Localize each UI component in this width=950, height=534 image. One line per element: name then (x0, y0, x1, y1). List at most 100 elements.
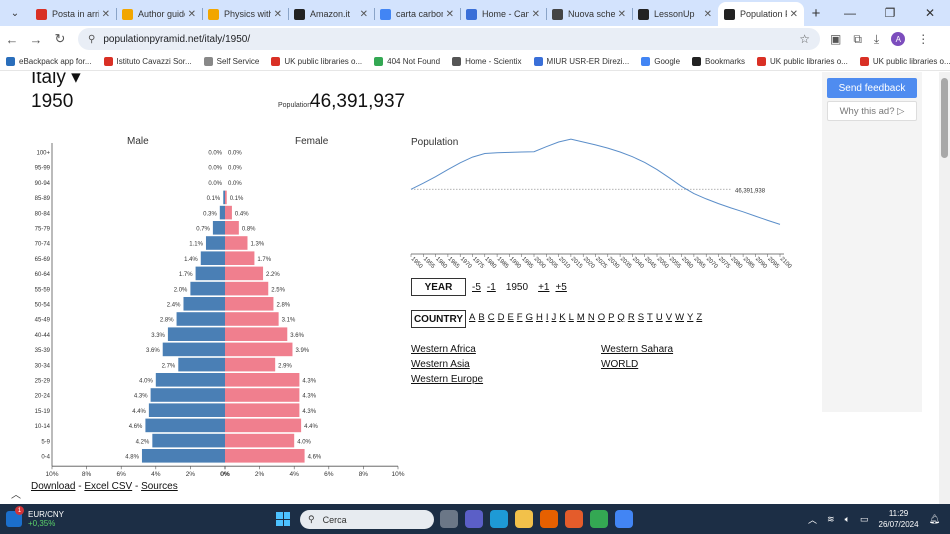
send-feedback-button[interactable]: Send feedback (827, 78, 917, 98)
browser-tab[interactable]: Physics with ✕ (202, 2, 288, 26)
country-letter-link[interactable]: L (568, 312, 574, 323)
country-letter-link[interactable]: A (469, 312, 476, 323)
reload-icon[interactable]: ↻ (54, 31, 66, 46)
country-title[interactable]: Italy ▾ (31, 72, 81, 88)
bookmark-item[interactable]: Home - Scientix (446, 57, 527, 66)
forward-icon[interactable]: → (29, 31, 43, 47)
taskbar-search[interactable]: ⚲ Cerca (300, 510, 434, 529)
sources-link[interactable]: Sources (141, 481, 178, 492)
ticker-widget[interactable]: EUR/CNY +0,35% (6, 506, 126, 528)
close-window-icon[interactable]: ✕ (924, 6, 936, 20)
country-letter-link[interactable]: K (559, 312, 566, 323)
country-letter-link[interactable]: U (655, 312, 663, 323)
region-link[interactable]: Western Asia (411, 359, 470, 370)
tab-close-icon[interactable]: ✕ (187, 8, 196, 20)
bookmark-item[interactable]: UK public libraries o... (751, 57, 854, 66)
bookmark-item[interactable]: Bookmarks (686, 57, 751, 66)
tab-close-icon[interactable]: ✕ (273, 8, 282, 20)
download-icon[interactable]: ⤓ (873, 31, 880, 46)
puzzle-icon[interactable]: ⧉ (853, 31, 862, 46)
browser-tab[interactable]: Posta in arrivo✕ (30, 2, 116, 26)
chrome-icon[interactable] (590, 510, 608, 528)
bookmark-item[interactable]: eBackpack app for... (0, 57, 98, 66)
year-plus-5-link[interactable]: +5 (555, 282, 567, 293)
browser-tab[interactable]: LessonUp ✕ (632, 2, 718, 26)
bookmark-item[interactable]: 404 Not Found (368, 57, 446, 66)
country-letter-link[interactable]: P (608, 312, 615, 323)
restore-icon[interactable]: ❐ (884, 6, 896, 20)
country-letter-link[interactable]: S (637, 312, 645, 323)
year-minus-5-link[interactable]: -5 (472, 282, 481, 293)
country-letter-link[interactable]: Y (687, 312, 694, 323)
download-link[interactable]: Download (31, 481, 76, 492)
new-tab-button[interactable]: + (811, 5, 821, 22)
country-letter-link[interactable]: B (478, 312, 485, 323)
scroll-up-icon[interactable]: ︿ (4, 486, 28, 504)
wifi-icon[interactable]: ≋ (827, 513, 835, 524)
country-letter-link[interactable]: T (647, 312, 653, 323)
region-link[interactable]: WORLD (601, 359, 639, 370)
bookmark-item[interactable]: Google (635, 57, 686, 66)
bookmark-item[interactable]: UK public libraries o... (265, 57, 368, 66)
country-letter-link[interactable]: E (507, 312, 514, 323)
browser-tab[interactable]: Amazon.it ✕ (288, 2, 374, 26)
tab-close-icon[interactable]: ✕ (789, 8, 798, 20)
excel-csv-link[interactable]: Excel CSV (84, 481, 133, 492)
country-letter-link[interactable]: F (516, 312, 523, 323)
browser-tab[interactable]: Population P ✕ (718, 2, 804, 26)
menu-icon[interactable]: ⋮ (917, 32, 930, 46)
extension-icon[interactable]: ▣ (830, 32, 842, 46)
country-letter-link[interactable]: I (545, 312, 549, 323)
country-letter-link[interactable]: N (587, 312, 595, 323)
docs-icon[interactable] (615, 510, 633, 528)
tab-close-icon[interactable]: ✕ (445, 8, 454, 20)
country-letter-link[interactable]: Q (617, 312, 625, 323)
country-letter-link[interactable]: Z (696, 312, 703, 323)
country-letter-link[interactable]: C (487, 312, 495, 323)
site-info-icon[interactable]: ⚲ (88, 33, 96, 45)
country-letter-link[interactable]: O (597, 312, 606, 323)
year-plus-1-link[interactable]: +1 (538, 282, 550, 293)
tray-chevron-icon[interactable]: ︿ (808, 514, 818, 525)
country-letter-link[interactable]: H (535, 312, 543, 323)
country-letter-link[interactable]: J (551, 312, 557, 323)
teams-icon[interactable] (465, 510, 483, 528)
region-link[interactable]: Western Africa (411, 344, 476, 355)
tab-close-icon[interactable]: ✕ (617, 8, 626, 20)
battery-icon[interactable]: ▭ (860, 513, 869, 524)
back-icon[interactable]: ← (5, 31, 19, 47)
why-this-ad-button[interactable]: Why this ad? ▷ (827, 101, 917, 121)
tab-close-icon[interactable]: ✕ (531, 8, 540, 20)
url-text[interactable]: populationpyramid.net/italy/1950/ (103, 33, 251, 45)
region-link[interactable]: Western Europe (411, 374, 484, 385)
country-letter-link[interactable]: M (576, 312, 585, 323)
task-view-icon[interactable] (440, 510, 458, 528)
country-letter-link[interactable]: G (525, 312, 533, 323)
year-minus-1-link[interactable]: -1 (486, 282, 496, 293)
tab-search-icon[interactable]: ⌄ (10, 7, 20, 19)
browser-tab[interactable]: Home - Canva✕ (460, 2, 546, 26)
file-explorer-icon[interactable] (515, 510, 533, 528)
address-bar[interactable]: ⚲ populationpyramid.net/italy/1950/ ☆ (78, 28, 820, 50)
firefox-icon[interactable] (540, 510, 558, 528)
windows-start-icon[interactable] (276, 512, 290, 526)
bookmark-item[interactable]: MIUR USR-ER Direzi... (528, 57, 636, 66)
bookmark-star-icon[interactable]: ☆ (799, 32, 810, 46)
browser-tab[interactable]: Nuova scheda✕ (546, 2, 632, 26)
office-icon[interactable] (565, 510, 583, 528)
browser-tab[interactable]: Author guide ✕ (116, 2, 202, 26)
country-letter-link[interactable]: V (665, 312, 673, 323)
country-letter-link[interactable]: D (497, 312, 505, 323)
edge-icon[interactable] (490, 510, 508, 528)
browser-tab[interactable]: carta carbone✕ (374, 2, 460, 26)
bookmark-item[interactable]: Istituto Cavazzi Sor... (98, 57, 198, 66)
country-letter-link[interactable]: R (627, 312, 635, 323)
country-letter-link[interactable]: W (675, 312, 685, 323)
volume-icon[interactable]: 🔈︎ (844, 513, 850, 524)
bookmark-item[interactable]: Self Service (198, 57, 266, 66)
notification-bell-icon[interactable]: 🔔︎ (928, 513, 940, 524)
profile-avatar[interactable]: A (891, 32, 906, 46)
minimize-icon[interactable]: — (844, 6, 856, 20)
tab-close-icon[interactable]: ✕ (359, 8, 368, 20)
bookmark-item[interactable]: UK public libraries o... (854, 57, 950, 66)
